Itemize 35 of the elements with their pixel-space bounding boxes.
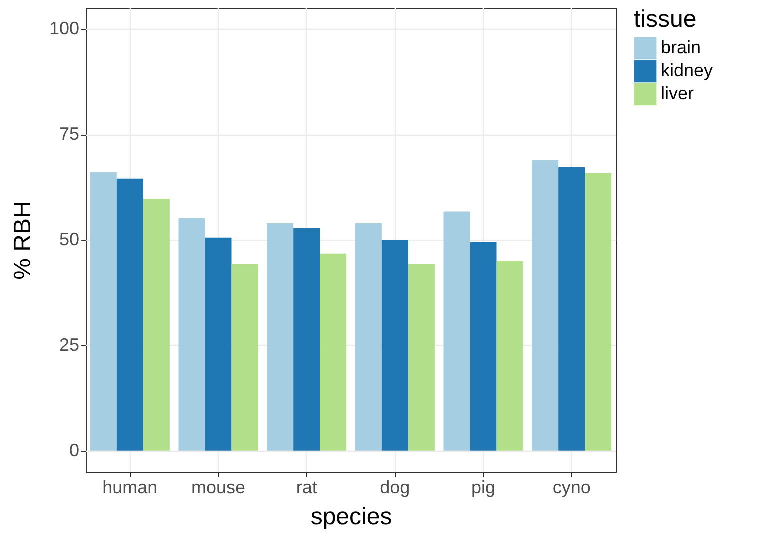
bar [444, 212, 470, 451]
y-tick-label: 100 [49, 18, 80, 39]
y-tick-label: 0 [69, 440, 80, 460]
y-tick-label: 75 [59, 124, 80, 144]
bar [232, 264, 258, 451]
bar [116, 178, 144, 451]
bar [267, 224, 294, 451]
y-axis-title: % RBH [9, 201, 36, 280]
x-tick-label: rat [296, 478, 318, 498]
bar [470, 242, 497, 451]
bar [178, 218, 206, 451]
bar [320, 254, 347, 451]
legend-label: kidney [661, 60, 714, 80]
y-tick-label: 50 [59, 230, 80, 250]
bar [408, 264, 435, 451]
bar [355, 224, 382, 451]
bar [90, 172, 117, 451]
x-axis-title: species [310, 504, 392, 530]
bar [382, 240, 408, 451]
x-tick-label: mouse [191, 478, 246, 498]
bar [532, 160, 559, 451]
x-tick-label: pig [471, 478, 496, 498]
bar [585, 173, 612, 451]
bar [205, 238, 232, 451]
bar [143, 199, 170, 451]
legend-label: liver [661, 84, 694, 104]
x-tick-label: dog [380, 478, 410, 498]
bar [496, 262, 524, 451]
x-tick-label: cyno [552, 478, 591, 498]
bar [294, 228, 320, 451]
bar [558, 167, 586, 451]
legend-title: tissue [634, 6, 697, 33]
legend-label: brain [661, 38, 702, 58]
y-tick-label: 25 [59, 334, 80, 355]
x-tick-label: human [102, 478, 158, 498]
